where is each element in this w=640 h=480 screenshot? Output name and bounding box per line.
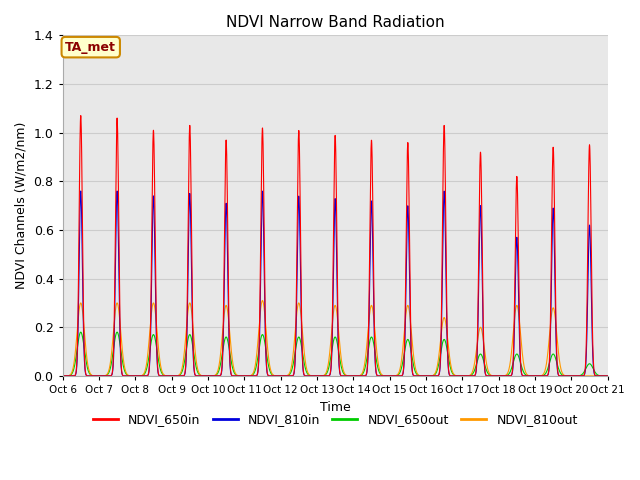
Legend: NDVI_650in, NDVI_810in, NDVI_650out, NDVI_810out: NDVI_650in, NDVI_810in, NDVI_650out, NDV… (88, 408, 582, 431)
X-axis label: Time: Time (320, 400, 351, 413)
Text: TA_met: TA_met (65, 41, 116, 54)
Y-axis label: NDVI Channels (W/m2/nm): NDVI Channels (W/m2/nm) (15, 122, 28, 289)
Title: NDVI Narrow Band Radiation: NDVI Narrow Band Radiation (226, 15, 444, 30)
